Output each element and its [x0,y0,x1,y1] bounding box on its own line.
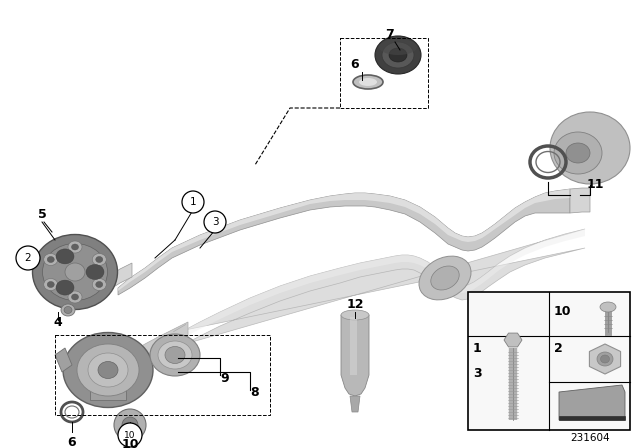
Ellipse shape [47,281,54,288]
Text: 12: 12 [346,298,364,311]
Ellipse shape [77,344,139,396]
Ellipse shape [96,281,103,288]
Ellipse shape [61,304,75,316]
Circle shape [114,409,146,441]
Polygon shape [185,229,585,344]
Text: 9: 9 [221,371,229,384]
Polygon shape [90,390,126,400]
Text: 6: 6 [68,435,76,448]
Text: 7: 7 [386,29,394,42]
Text: 3: 3 [473,367,482,380]
Text: 1: 1 [189,197,196,207]
Ellipse shape [86,264,104,280]
Text: 2: 2 [25,253,31,263]
Polygon shape [100,263,132,298]
Ellipse shape [68,241,82,253]
Ellipse shape [72,244,79,250]
Ellipse shape [47,257,54,263]
Ellipse shape [431,266,460,290]
Text: 3: 3 [212,217,218,227]
Ellipse shape [42,244,108,301]
Circle shape [182,191,204,213]
Polygon shape [350,317,357,375]
Ellipse shape [359,78,377,86]
Text: 11: 11 [586,178,604,191]
Ellipse shape [382,42,414,68]
Ellipse shape [33,234,118,310]
Ellipse shape [150,334,200,376]
Ellipse shape [64,306,72,314]
Ellipse shape [597,352,613,366]
Polygon shape [118,189,570,291]
Ellipse shape [341,310,369,320]
Text: 1: 1 [473,342,482,355]
Ellipse shape [92,254,106,266]
Polygon shape [185,229,585,337]
Text: 10: 10 [124,431,136,439]
Ellipse shape [96,257,103,263]
Ellipse shape [389,48,407,62]
Ellipse shape [379,39,417,55]
Ellipse shape [353,75,383,89]
Ellipse shape [68,291,82,303]
Text: 4: 4 [54,315,62,328]
Ellipse shape [98,362,118,379]
Ellipse shape [56,280,74,295]
Ellipse shape [63,332,153,408]
Circle shape [204,211,226,233]
Text: 6: 6 [351,59,359,72]
Polygon shape [55,348,72,372]
Ellipse shape [550,112,630,184]
Circle shape [122,417,138,433]
Polygon shape [570,188,590,213]
Ellipse shape [158,341,192,369]
Ellipse shape [72,294,79,300]
Ellipse shape [600,302,616,312]
FancyBboxPatch shape [468,292,630,430]
Polygon shape [130,322,188,371]
Ellipse shape [44,279,58,290]
Circle shape [16,246,40,270]
Polygon shape [559,385,625,420]
Text: 231604: 231604 [570,433,610,443]
Polygon shape [350,396,360,412]
Polygon shape [559,416,625,420]
Ellipse shape [375,36,421,74]
Ellipse shape [554,132,602,174]
Ellipse shape [92,279,106,290]
Text: 5: 5 [38,207,46,220]
Ellipse shape [65,263,85,281]
Text: 10: 10 [554,305,572,318]
Polygon shape [504,333,522,347]
Ellipse shape [44,254,58,266]
Text: 8: 8 [251,387,259,400]
Ellipse shape [165,346,185,363]
Ellipse shape [56,249,74,264]
Text: 10: 10 [121,439,139,448]
Polygon shape [341,315,369,396]
Circle shape [118,423,142,447]
Polygon shape [118,189,570,295]
Polygon shape [589,344,621,374]
Ellipse shape [566,143,590,163]
Ellipse shape [88,353,128,387]
Ellipse shape [419,256,471,300]
Ellipse shape [600,355,609,363]
Text: 2: 2 [554,342,563,355]
